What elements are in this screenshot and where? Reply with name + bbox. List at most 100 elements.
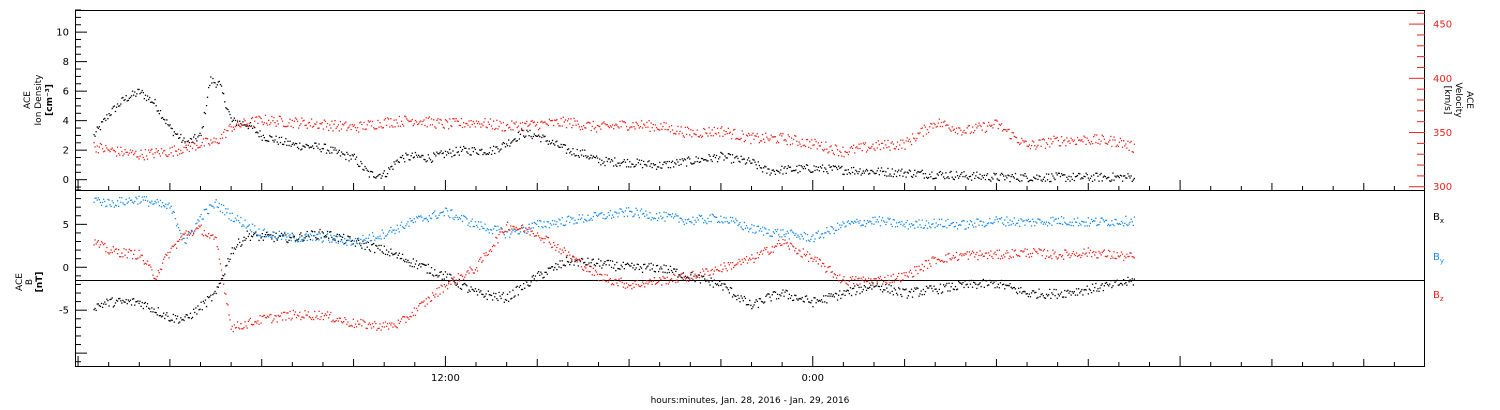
data-point [525, 280, 527, 282]
data-point [605, 156, 607, 159]
data-point [1108, 141, 1110, 143]
data-point [851, 221, 854, 223]
data-point [223, 204, 225, 207]
data-point [240, 245, 242, 247]
data-point [736, 220, 738, 222]
data-point [194, 143, 196, 145]
data-point [685, 165, 688, 167]
data-point [969, 175, 972, 177]
data-point [396, 224, 398, 226]
data-point [260, 135, 262, 138]
data-point [366, 327, 368, 330]
data-point [550, 246, 553, 249]
data-point [548, 140, 550, 142]
data-point [1091, 251, 1094, 254]
data-point [701, 276, 704, 278]
data-point [106, 298, 108, 300]
data-point [290, 125, 292, 127]
data-point [980, 178, 982, 180]
data-point [922, 227, 924, 229]
data-point [855, 221, 857, 223]
data-point [982, 177, 984, 179]
data-point [1034, 145, 1036, 147]
data-point [108, 113, 110, 115]
data-point [219, 83, 222, 86]
data-point [855, 147, 857, 149]
data-point [677, 276, 679, 278]
data-point [410, 120, 412, 122]
data-point [670, 216, 673, 218]
data-point [614, 264, 616, 266]
data-point [666, 216, 668, 218]
data-point [698, 161, 700, 163]
data-point [1082, 294, 1084, 296]
data-point [967, 178, 969, 180]
data-point [483, 252, 485, 255]
data-point [624, 263, 627, 266]
data-point [641, 127, 644, 129]
data-point [437, 217, 439, 219]
data-point [611, 260, 614, 262]
data-point [701, 135, 704, 137]
data-point [1103, 175, 1105, 177]
data-point [782, 289, 784, 291]
data-point [133, 298, 135, 300]
data-point [534, 235, 537, 237]
data-point [108, 253, 110, 255]
data-point [385, 325, 388, 327]
data-point [469, 126, 471, 128]
data-point [733, 220, 735, 222]
data-point [1131, 221, 1133, 223]
data-point [961, 283, 963, 286]
data-point [558, 266, 560, 268]
data-point [300, 123, 302, 125]
data-point [1095, 217, 1097, 219]
data-point [340, 236, 343, 238]
data-point [743, 158, 745, 160]
data-point [600, 260, 602, 262]
data-point [734, 222, 736, 224]
data-point [238, 124, 240, 126]
data-point [1065, 145, 1067, 147]
data-point [359, 243, 361, 245]
data-point [212, 205, 214, 208]
data-point [112, 106, 114, 108]
data-point [860, 174, 862, 176]
data-point [1040, 145, 1042, 147]
data-point [1113, 136, 1115, 138]
data-point [817, 166, 819, 168]
data-point [452, 279, 454, 282]
data-point [697, 136, 699, 138]
data-point [723, 283, 725, 285]
data-point [541, 237, 543, 239]
data-point [197, 228, 199, 230]
data-point [266, 315, 269, 317]
data-point [1007, 221, 1009, 224]
data-point [318, 310, 320, 312]
data-point [332, 238, 334, 240]
data-point [448, 215, 450, 217]
data-point [948, 282, 950, 284]
data-point [335, 149, 337, 151]
data-point [330, 311, 332, 314]
data-point [810, 302, 812, 304]
data-point [211, 300, 213, 302]
data-point [699, 215, 702, 217]
data-point [930, 176, 932, 178]
data-point [1090, 140, 1093, 143]
data-point [437, 152, 439, 155]
data-point [459, 274, 462, 276]
data-point [1007, 129, 1009, 131]
data-point [484, 117, 486, 120]
data-point [1005, 175, 1007, 177]
data-point [976, 171, 978, 173]
data-point [490, 153, 493, 155]
data-point [98, 146, 100, 148]
data-point [126, 100, 128, 102]
data-point [233, 247, 235, 249]
data-point [985, 130, 988, 132]
data-point [199, 132, 201, 134]
data-point [1005, 225, 1007, 227]
data-point [338, 233, 340, 236]
data-point [191, 141, 194, 143]
